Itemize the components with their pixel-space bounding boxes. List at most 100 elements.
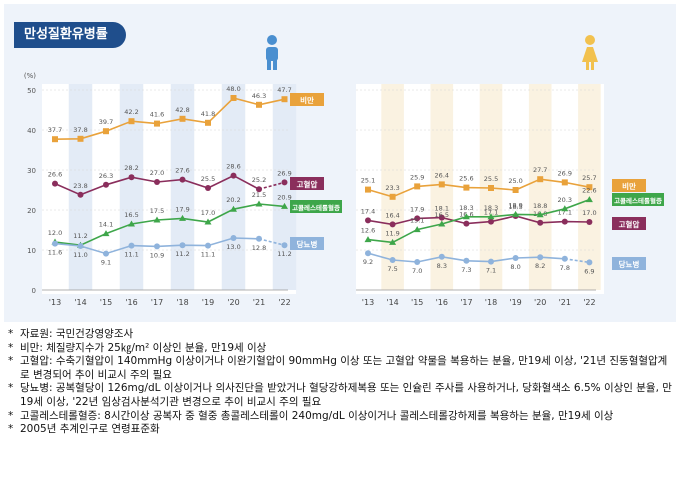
obesity-data-label: 37.8 <box>73 126 87 134</box>
diabetes-marker <box>414 259 421 265</box>
hypertension-marker <box>230 172 237 179</box>
hypercholesterolemia-data-label: 17.0 <box>201 209 215 217</box>
hypercholesterolemia-marker <box>561 205 569 212</box>
x-tick-label: '13 <box>362 298 374 307</box>
diabetes-data-label: 11.0 <box>73 251 87 259</box>
obesity-marker <box>537 176 544 183</box>
hypertension-line <box>367 215 590 226</box>
obesity-marker <box>128 118 135 125</box>
hypercholesterolemia-data-label: 12.0 <box>48 229 62 237</box>
footnote-item: * 고혈압: 수축기혈압이 140mmHg 이상이거나 이완기혈압이 90mmHg… <box>8 355 676 382</box>
hypertension-marker <box>537 219 544 226</box>
hypercholesterolemia-marker <box>153 216 161 223</box>
legend-tag-label: 고혈압 <box>297 179 318 189</box>
diabetes-data-label: 11.6 <box>48 249 62 257</box>
legend-tag-label: 비만 <box>622 181 636 191</box>
hypertension-data-label: 27.6 <box>175 167 189 175</box>
hypercholesterolemia-marker <box>512 210 520 217</box>
hypercholesterolemia-data-label: 16.5 <box>435 211 449 219</box>
obesity-legend-tag: 비만 <box>290 93 324 106</box>
obesity-line <box>367 178 590 198</box>
hypercholesterolemia-data-label: 20.3 <box>558 196 572 204</box>
obesity-marker <box>103 128 109 135</box>
diabetes-data-label: 13.0 <box>226 243 240 251</box>
hypertension-legend-tag: 고혈압 <box>612 217 646 230</box>
hypertension-marker <box>128 174 135 181</box>
hypercholesterolemia-data-label: 22.6 <box>582 187 596 195</box>
legend-tag-box <box>290 93 324 106</box>
hypertension-data-label: 28.6 <box>226 163 240 171</box>
hypercholesterolemia-data-label: 21.5 <box>252 191 266 199</box>
obesity-data-label: 25.0 <box>508 177 522 185</box>
obesity-data-label: 48.0 <box>226 85 240 93</box>
obesity-data-label: 46.3 <box>252 92 266 100</box>
footnote-text: 당뇨병: 공복혈당이 126mg/dL 이상이거나 의사진단을 받았거나 혈당강… <box>20 382 672 408</box>
footnote-text: 고콜레스테롤혈증: 8시간이상 공복자 중 혈중 총콜레스테롤이 240mg/d… <box>20 409 614 422</box>
hypercholesterolemia-marker <box>230 205 237 212</box>
year-band <box>221 84 246 290</box>
legend-tag-label: 비만 <box>300 95 314 105</box>
hypertension-marker <box>438 214 445 221</box>
y-tick-label: 0 <box>32 287 36 295</box>
hypertension-data-label: 17.1 <box>558 209 572 217</box>
x-tick-label: '13 <box>49 298 61 307</box>
diabetes-marker <box>365 250 371 257</box>
hypertension-data-label: 16.4 <box>385 211 399 219</box>
hypertension-marker <box>154 179 160 185</box>
legend-tag-box <box>612 217 646 230</box>
x-tick-label: '21 <box>559 298 571 307</box>
hypertension-data-label: 26.6 <box>48 171 62 179</box>
diabetes-marker <box>438 253 445 260</box>
footnote-bullet: * <box>8 409 14 422</box>
obesity-marker <box>488 185 494 191</box>
obesity-data-label: 23.3 <box>385 184 399 192</box>
x-tick-label: '18 <box>485 298 497 307</box>
hypercholesterolemia-data-label: 16.5 <box>124 211 138 219</box>
diabetes-data-label: 11.2 <box>277 250 291 258</box>
hypertension-data-label: 25.2 <box>252 176 266 184</box>
hypercholesterolemia-marker <box>179 214 186 221</box>
hypertension-data-label: 18.5 <box>508 203 522 211</box>
hypercholesterolemia-data-label: 17.9 <box>175 205 189 213</box>
hypercholesterolemia-marker <box>413 226 421 233</box>
hypertension-marker <box>561 218 568 225</box>
icon-leg <box>591 62 594 70</box>
x-tick-label: '14 <box>74 298 86 307</box>
x-tick-label: '14 <box>386 298 398 307</box>
legend-tag-label: 당뇨병 <box>297 239 318 249</box>
hypertension-marker <box>365 217 371 224</box>
legend-tag-box <box>290 200 342 213</box>
footnote-bullet: * <box>8 355 14 368</box>
icon-head <box>585 35 595 45</box>
hypercholesterolemia-legend-tag: 고콜레스테롤혈증 <box>612 193 664 206</box>
hypercholesterolemia-marker <box>389 238 397 245</box>
hypertension-data-label: 17.4 <box>361 207 375 215</box>
diabetes-data-label: 7.8 <box>560 264 570 272</box>
diabetes-marker <box>103 250 109 257</box>
diabetes-data-label: 8.0 <box>510 263 520 271</box>
hypercholesterolemia-marker <box>364 236 372 243</box>
hypercholesterolemia-data-label: 20.2 <box>226 196 240 204</box>
hypertension-marker <box>52 180 58 187</box>
legend-tag-box <box>612 179 646 192</box>
legend-tag-box <box>290 237 324 250</box>
obesity-data-label: 41.8 <box>201 110 215 118</box>
y-tick-label: 50 <box>27 87 36 95</box>
diabetes-data-label: 7.0 <box>412 267 422 275</box>
x-tick-label: '20 <box>227 298 239 307</box>
hypertension-legend-tag: 고혈압 <box>290 177 324 190</box>
hypercholesterolemia-marker <box>536 211 544 218</box>
hypertension-marker <box>414 215 421 222</box>
x-tick-label: '17 <box>460 298 472 307</box>
footnote-item: * 당뇨병: 공복혈당이 126mg/dL 이상이거나 의사진단을 받았거나 혈당… <box>8 382 676 409</box>
hypercholesterolemia-marker <box>281 202 288 209</box>
footnote-text: 자료원: 국민건강영양조사 <box>20 328 134 340</box>
diabetes-data-label: 7.5 <box>387 265 397 273</box>
x-tick-label: '17 <box>151 298 163 307</box>
hypercholesterolemia-data-label: 11.2 <box>73 232 87 240</box>
obesity-marker <box>52 136 58 143</box>
hypercholesterolemia-data-label: 18.3 <box>459 204 473 212</box>
diabetes-line-dashed <box>564 258 590 264</box>
obesity-data-label: 41.6 <box>150 111 164 119</box>
hypercholesterolemia-marker <box>585 196 593 203</box>
